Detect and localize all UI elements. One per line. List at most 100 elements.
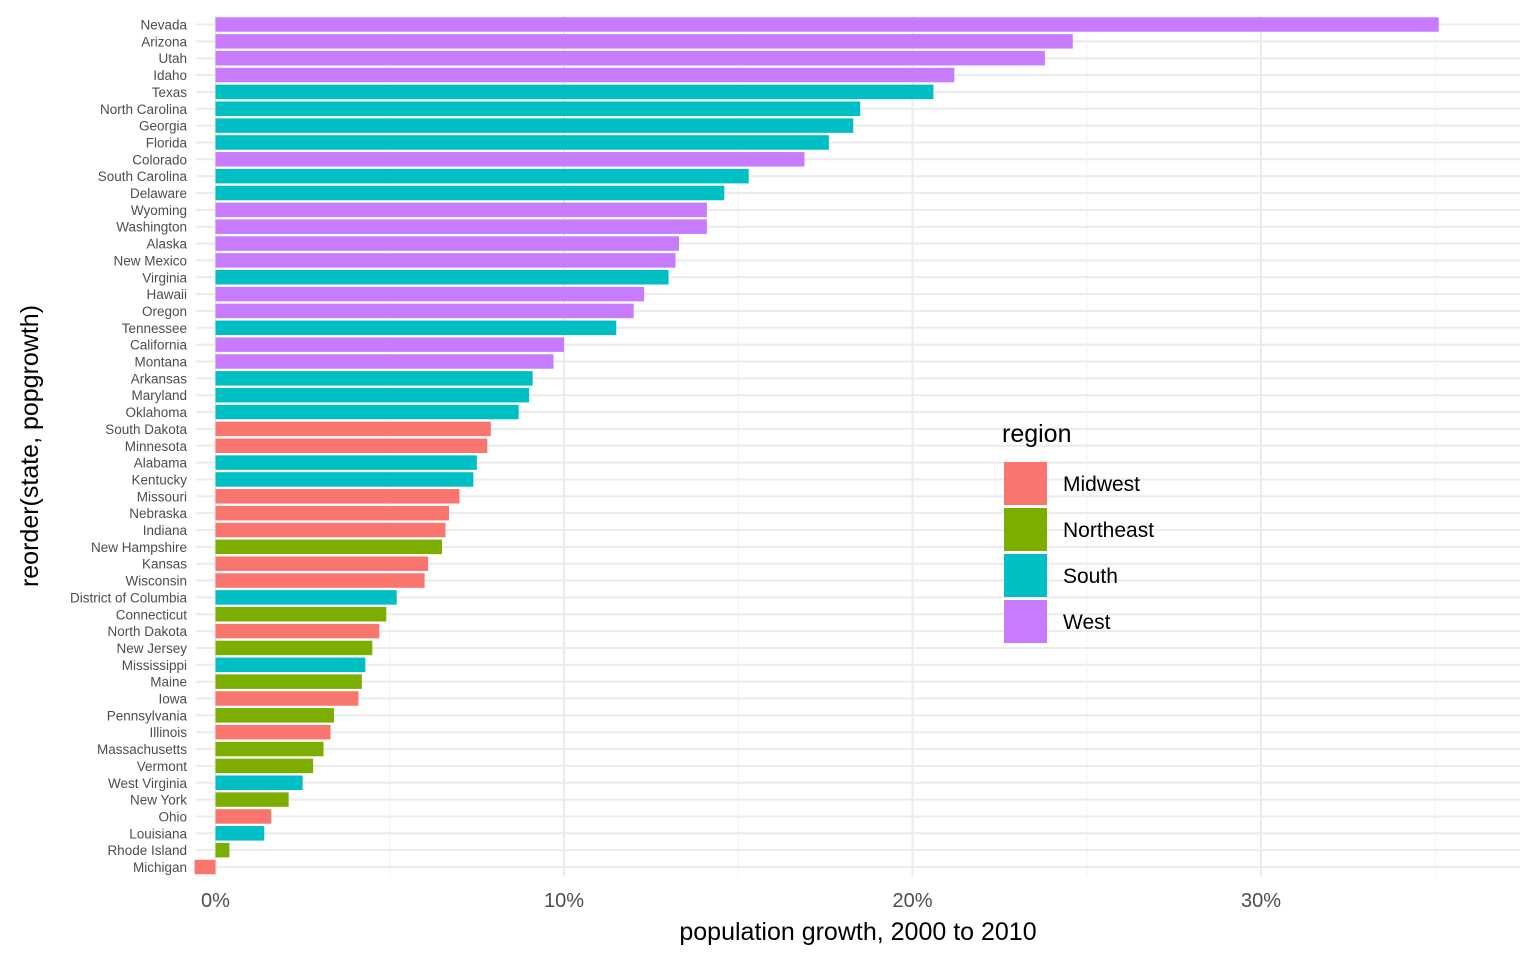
bar-nebraska <box>215 505 449 521</box>
y-tick-label: Maine <box>150 675 187 690</box>
bar-rhode-island <box>215 842 230 858</box>
y-tick-label: Missouri <box>137 489 187 504</box>
bar-alabama <box>215 455 477 470</box>
y-tick-label: Arizona <box>141 34 187 49</box>
y-tick-label: Louisiana <box>129 826 187 841</box>
legend-key-midwest <box>1004 462 1047 505</box>
y-tick-label: Nebraska <box>129 506 187 521</box>
bar-arkansas <box>215 371 533 386</box>
x-axis-tick-labels: 0% 10% 20% 30% <box>201 890 1281 912</box>
y-tick-label: Massachusetts <box>97 742 187 757</box>
legend-title: region <box>1002 420 1072 448</box>
bar-illinois <box>215 724 331 740</box>
bar-north-carolina <box>215 101 861 116</box>
y-tick-label: Ohio <box>158 809 187 824</box>
bars <box>194 17 1439 875</box>
bar-washington <box>215 219 707 234</box>
y-tick-label: North Carolina <box>100 102 188 117</box>
y-tick-label: Michigan <box>133 860 187 875</box>
bar-indiana <box>215 522 446 538</box>
bar-vermont <box>215 758 314 774</box>
y-axis-title: reorder(state, popgrowth) <box>16 305 44 587</box>
y-tick-label: Kentucky <box>131 472 187 487</box>
x-tick-label: 30% <box>1241 890 1281 912</box>
bar-texas <box>215 84 934 100</box>
y-tick-label: New Hampshire <box>91 540 187 555</box>
bar-oregon <box>215 303 634 319</box>
y-tick-label: Rhode Island <box>107 843 187 858</box>
legend-label-northeast: Northeast <box>1063 519 1154 542</box>
bar-south-carolina <box>215 168 749 184</box>
bar-idaho <box>215 67 955 83</box>
bar-connecticut <box>215 607 387 622</box>
y-tick-label: New York <box>130 793 187 808</box>
bar-hawaii <box>215 286 645 302</box>
bar-virginia <box>215 270 669 285</box>
y-tick-label: Connecticut <box>116 607 188 622</box>
bar-alaska <box>215 236 680 251</box>
x-tick-label: 20% <box>892 890 932 912</box>
legend: region Midwest Northeast South West <box>1002 420 1154 643</box>
bar-ohio <box>215 809 272 824</box>
y-tick-label: Tennessee <box>122 321 187 336</box>
y-tick-label: Hawaii <box>146 287 187 302</box>
y-tick-label: Alaska <box>146 237 187 252</box>
bar-north-dakota <box>215 623 380 639</box>
bar-nevada <box>215 17 1439 32</box>
y-tick-label: Florida <box>146 135 188 150</box>
y-tick-label: Nevada <box>140 18 187 33</box>
y-tick-label: Iowa <box>158 692 187 707</box>
legend-key-south <box>1004 554 1047 597</box>
y-tick-label: Wisconsin <box>125 574 187 589</box>
y-tick-label: California <box>130 338 188 353</box>
bar-maine <box>215 674 362 689</box>
bar-kansas <box>215 556 429 571</box>
bar-louisiana <box>215 826 265 841</box>
bar-arizona <box>215 34 1073 49</box>
bar-oklahoma <box>215 404 519 420</box>
legend-label-midwest: Midwest <box>1063 473 1140 496</box>
y-tick-label: Virginia <box>142 270 187 285</box>
y-tick-label: Kansas <box>142 557 187 572</box>
bar-california <box>215 337 564 352</box>
bar-utah <box>215 50 1045 66</box>
y-tick-label: Idaho <box>153 68 187 83</box>
bar-georgia <box>215 118 854 133</box>
bar-south-dakota <box>215 421 491 437</box>
bar-massachusetts <box>215 741 324 757</box>
y-tick-label: Colorado <box>132 152 187 167</box>
y-tick-label: West Virginia <box>108 776 188 791</box>
y-tick-label: Oregon <box>142 304 187 319</box>
y-tick-label: Mississippi <box>122 658 187 673</box>
bar-mississippi <box>215 657 366 673</box>
y-tick-label: Minnesota <box>125 439 188 454</box>
bar-kentucky <box>215 472 474 487</box>
bar-new-hampshire <box>215 539 443 555</box>
y-tick-label: Delaware <box>130 186 187 201</box>
bar-missouri <box>215 489 460 504</box>
bar-new-york <box>215 792 289 807</box>
y-tick-label: Indiana <box>143 523 188 538</box>
y-tick-label: Vermont <box>137 759 188 774</box>
legend-key-west <box>1004 600 1047 643</box>
bar-new-mexico <box>215 253 676 268</box>
y-tick-label: Georgia <box>139 119 188 134</box>
bar-new-jersey <box>215 640 373 656</box>
legend-key-northeast <box>1004 508 1047 551</box>
bar-wisconsin <box>215 573 425 588</box>
y-tick-label: New Mexico <box>113 253 187 268</box>
bar-delaware <box>215 185 725 201</box>
x-axis-title: population growth, 2000 to 2010 <box>679 918 1036 946</box>
y-tick-label: New Jersey <box>116 641 187 656</box>
y-tick-label: Texas <box>152 85 188 100</box>
legend-label-south: South <box>1063 565 1118 588</box>
bar-iowa <box>215 691 359 706</box>
x-tick-label: 10% <box>544 890 584 912</box>
y-tick-label: Oklahoma <box>125 405 187 420</box>
y-tick-label: District of Columbia <box>70 590 188 605</box>
y-tick-label: South Carolina <box>98 169 188 184</box>
y-tick-label: Washington <box>116 220 187 235</box>
